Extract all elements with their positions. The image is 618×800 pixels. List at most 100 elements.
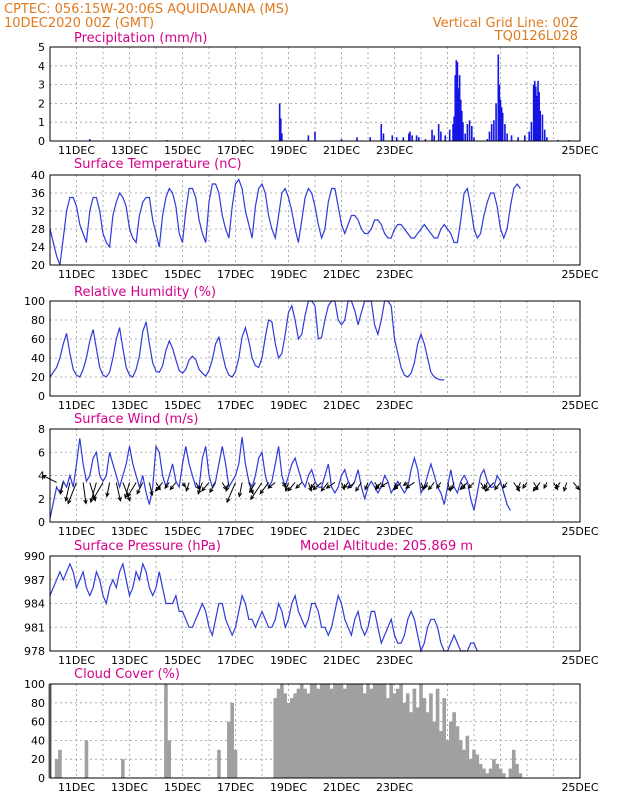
cloud-bar	[508, 768, 513, 778]
precip-bar	[535, 86, 537, 141]
wind-arrow-shaft	[355, 482, 362, 492]
wind-arrow-head	[89, 498, 94, 504]
wind-arrow-head	[41, 475, 47, 479]
wind-arrow-head	[64, 496, 69, 502]
wind-arrow-head	[92, 495, 97, 501]
precip-bar	[523, 135, 526, 141]
precip-bar	[488, 131, 491, 141]
wind-arrow-head	[226, 498, 231, 504]
wind-arrow	[226, 482, 236, 504]
wind-arrow	[320, 482, 329, 492]
wind-arrow-head	[325, 484, 331, 489]
precip-bar	[281, 133, 283, 141]
pres-xtick: 17DEC	[217, 654, 254, 667]
cloud-bar	[356, 684, 360, 778]
wind-arrow-shaft	[468, 482, 475, 489]
precip-title: Precipitation (mm/h)	[74, 31, 207, 46]
wind-arrow	[284, 482, 289, 492]
cloud-xtick: 19DEC	[270, 781, 307, 794]
wind-arrow	[393, 482, 402, 491]
wind-arrow-shaft	[428, 482, 435, 490]
wind-arrow-shaft	[532, 482, 541, 492]
precip-ytick: 2	[38, 97, 45, 110]
wind-arrow-shaft	[148, 482, 153, 496]
wind-arrow-shaft	[225, 482, 230, 492]
cloud-bar	[313, 684, 317, 778]
wind-arrow-head	[59, 489, 64, 495]
wind-xtick: 13DEC	[111, 525, 148, 538]
wind-arrow-shaft	[248, 482, 254, 494]
cloud-bar	[164, 684, 168, 778]
cloud-bar	[445, 740, 450, 778]
cloud-bar	[415, 707, 420, 778]
wind-arrow-head	[136, 489, 141, 495]
wind-arrow-shaft	[259, 482, 270, 494]
cloud-bar	[299, 684, 304, 778]
wind-arrow	[237, 482, 243, 498]
cloud-bar	[329, 688, 334, 778]
pres-xtick: 25DEC	[561, 654, 598, 667]
precip-bar	[510, 135, 513, 141]
wind-arrow-shaft	[169, 482, 177, 490]
wind-arrow-head	[124, 493, 129, 500]
wind-arrow-head	[127, 492, 132, 498]
cloud-bar	[121, 759, 125, 778]
precip-bar	[452, 124, 454, 141]
wind-arrow-head	[484, 486, 490, 492]
wind-xtick: 23DEC	[376, 525, 413, 538]
wind-arrow-shaft	[82, 482, 87, 504]
wind-arrow	[450, 482, 455, 491]
cloud-bar	[472, 749, 476, 778]
precip-bar	[537, 80, 539, 141]
wind-arrow-head	[532, 486, 538, 492]
precip-bar	[457, 88, 460, 141]
wind-arrow-head	[267, 484, 273, 489]
wind-arrow-shaft	[517, 482, 521, 490]
precip-ytick: 0	[38, 135, 45, 148]
wind-arrow-head	[427, 485, 433, 491]
cloud-bar	[412, 688, 417, 778]
wind-arrow-shaft	[59, 482, 64, 494]
wind-ytick: 2	[38, 493, 45, 506]
cloud-bar	[442, 698, 446, 778]
temp-xtick: 17DEC	[217, 268, 254, 281]
wind-arrow-shaft	[136, 482, 144, 494]
pres-title: Surface Pressure (hPa)	[74, 539, 221, 554]
header-grid-note: Vertical Grid Line: 00Z	[433, 16, 578, 31]
precip-bar	[546, 137, 548, 141]
precip-bar	[500, 107, 503, 141]
cloud-bar	[230, 702, 234, 778]
rh-ytick: 40	[31, 352, 45, 365]
rh-xtick: 11DEC	[58, 399, 95, 412]
temp-xtick: 15DEC	[164, 268, 201, 281]
cloud-bar	[319, 684, 324, 778]
cloud-bar	[290, 698, 294, 778]
wind-arrow-head	[295, 484, 301, 489]
wind-arrow-shaft	[502, 482, 508, 489]
cloud-bar	[498, 768, 503, 778]
wind-arrow-head	[197, 489, 202, 495]
cloud-bar	[227, 721, 231, 778]
temp-xtick: 25DEC	[561, 268, 598, 281]
cloud-bar	[366, 684, 370, 778]
pres-frame	[49, 555, 581, 652]
pres-series-line	[49, 561, 478, 654]
rh-xtick: 15DEC	[164, 399, 201, 412]
rh-series-line	[49, 300, 445, 381]
cloud-bar	[482, 768, 486, 778]
wind-arrow	[522, 482, 528, 490]
pres-ytick: 978	[24, 645, 45, 658]
cloud-bar	[233, 749, 238, 778]
temp-title: Surface Temperature (nC)	[74, 157, 242, 172]
wind-arrow	[154, 482, 164, 492]
wind-arrow	[197, 482, 203, 495]
wind-arrow-shaft	[287, 482, 296, 492]
precip-bar	[473, 137, 475, 141]
wind-arrow	[572, 482, 580, 491]
wind-xtick: 15DEC	[164, 525, 201, 538]
precip-bar	[541, 114, 544, 141]
precip-xtick: 17DEC	[217, 144, 254, 157]
cloud-bar	[518, 773, 523, 778]
cloud-title: Cloud Cover (%)	[74, 667, 180, 682]
